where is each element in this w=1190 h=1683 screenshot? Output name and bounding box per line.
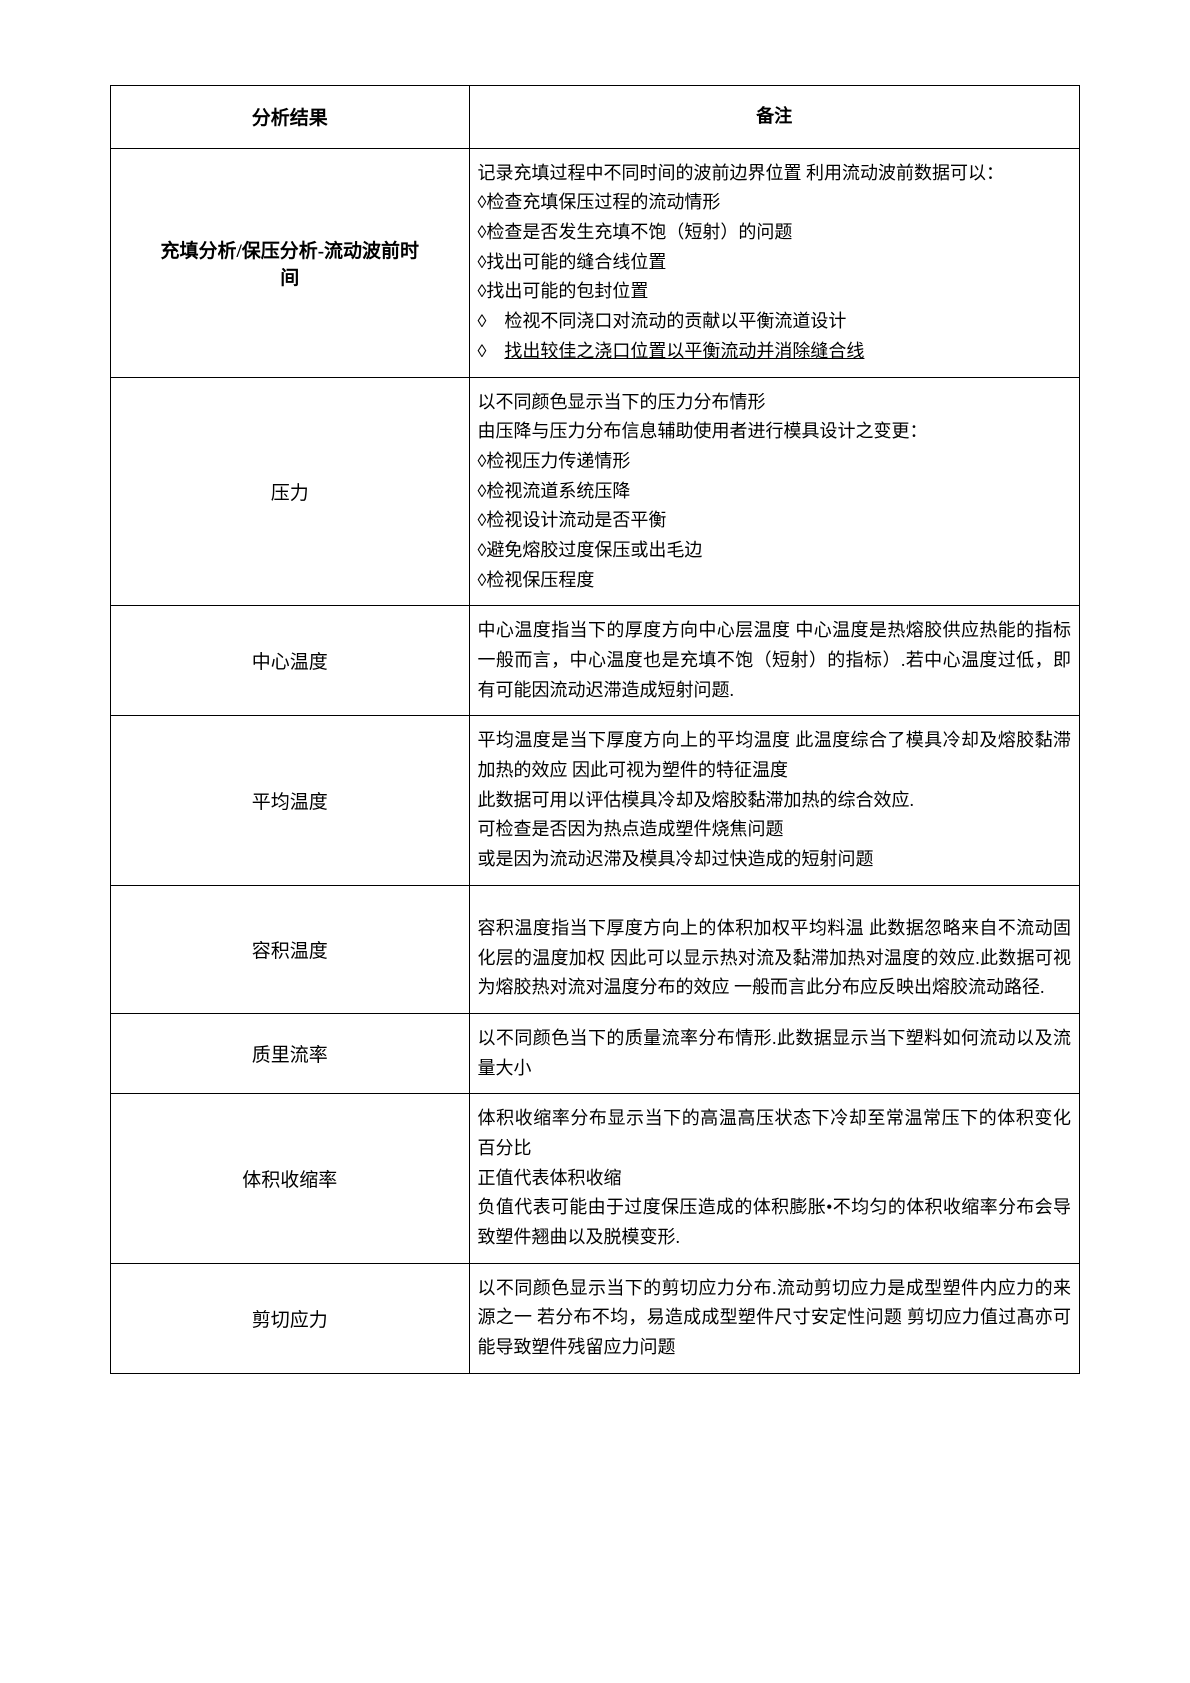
row-label-avg-temp: 平均温度 bbox=[111, 716, 470, 885]
row-label-mass-flow: 质里流率 bbox=[111, 1013, 470, 1093]
row-content: 平均温度是当下厚度方向上的平均温度 此温度综合了模具冷却及熔胶黏滞加热的效应 因… bbox=[469, 716, 1079, 885]
header-analysis-result: 分析结果 bbox=[111, 86, 470, 149]
table-row: 中心温度 中心温度指当下的厚度方向中心层温度 中心温度是热熔胶供应热能的指标 一… bbox=[111, 606, 1080, 716]
analysis-results-table: 分析结果 备注 充填分析/保压分析-流动波前时 间 记录充填过程中不同时间的波前… bbox=[110, 85, 1080, 1374]
row-label-bulk-temp: 容积温度 bbox=[111, 885, 470, 1013]
row-label-pressure: 压力 bbox=[111, 377, 470, 606]
table-row: 平均温度 平均温度是当下厚度方向上的平均温度 此温度综合了模具冷却及熔胶黏滞加热… bbox=[111, 716, 1080, 885]
row-content: 中心温度指当下的厚度方向中心层温度 中心温度是热熔胶供应热能的指标 一般而言，中… bbox=[469, 606, 1079, 716]
table-row: 剪切应力 以不同颜色显示当下的剪切应力分布.流动剪切应力是成型塑件内应力的来源之… bbox=[111, 1263, 1080, 1373]
table-row: 质里流率 以不同颜色当下的质量流率分布情形.此数据显示当下塑料如何流动以及流量大… bbox=[111, 1013, 1080, 1093]
row-content: 容积温度指当下厚度方向上的体积加权平均料温 此数据忽略来自不流动固化层的温度加权… bbox=[469, 885, 1079, 1013]
row-label-shrinkage: 体积收缩率 bbox=[111, 1094, 470, 1263]
row-content: 以不同颜色显示当下的剪切应力分布.流动剪切应力是成型塑件内应力的来源之一 若分布… bbox=[469, 1263, 1079, 1373]
table-row: 容积温度 容积温度指当下厚度方向上的体积加权平均料温 此数据忽略来自不流动固化层… bbox=[111, 885, 1080, 1013]
row-label-shear-stress: 剪切应力 bbox=[111, 1263, 470, 1373]
row-content: 以不同颜色当下的质量流率分布情形.此数据显示当下塑料如何流动以及流量大小 bbox=[469, 1013, 1079, 1093]
table-row: 体积收缩率 体积收缩率分布显示当下的高温高压状态下冷却至常温常压下的体积变化百分… bbox=[111, 1094, 1080, 1263]
header-notes: 备注 bbox=[469, 86, 1079, 149]
row-content: 体积收缩率分布显示当下的高温高压状态下冷却至常温常压下的体积变化百分比 正值代表… bbox=[469, 1094, 1079, 1263]
row-content: 记录充填过程中不同时间的波前边界位置 利用流动波前数据可以： ◊检查充填保压过程… bbox=[469, 148, 1079, 377]
row-label-center-temp: 中心温度 bbox=[111, 606, 470, 716]
table-row: 充填分析/保压分析-流动波前时 间 记录充填过程中不同时间的波前边界位置 利用流… bbox=[111, 148, 1080, 377]
row-label-fill-analysis: 充填分析/保压分析-流动波前时 间 bbox=[111, 148, 470, 377]
row-content: 以不同颜色显示当下的压力分布情形 由压降与压力分布信息辅助使用者进行模具设计之变… bbox=[469, 377, 1079, 606]
table-row: 压力 以不同颜色显示当下的压力分布情形 由压降与压力分布信息辅助使用者进行模具设… bbox=[111, 377, 1080, 606]
